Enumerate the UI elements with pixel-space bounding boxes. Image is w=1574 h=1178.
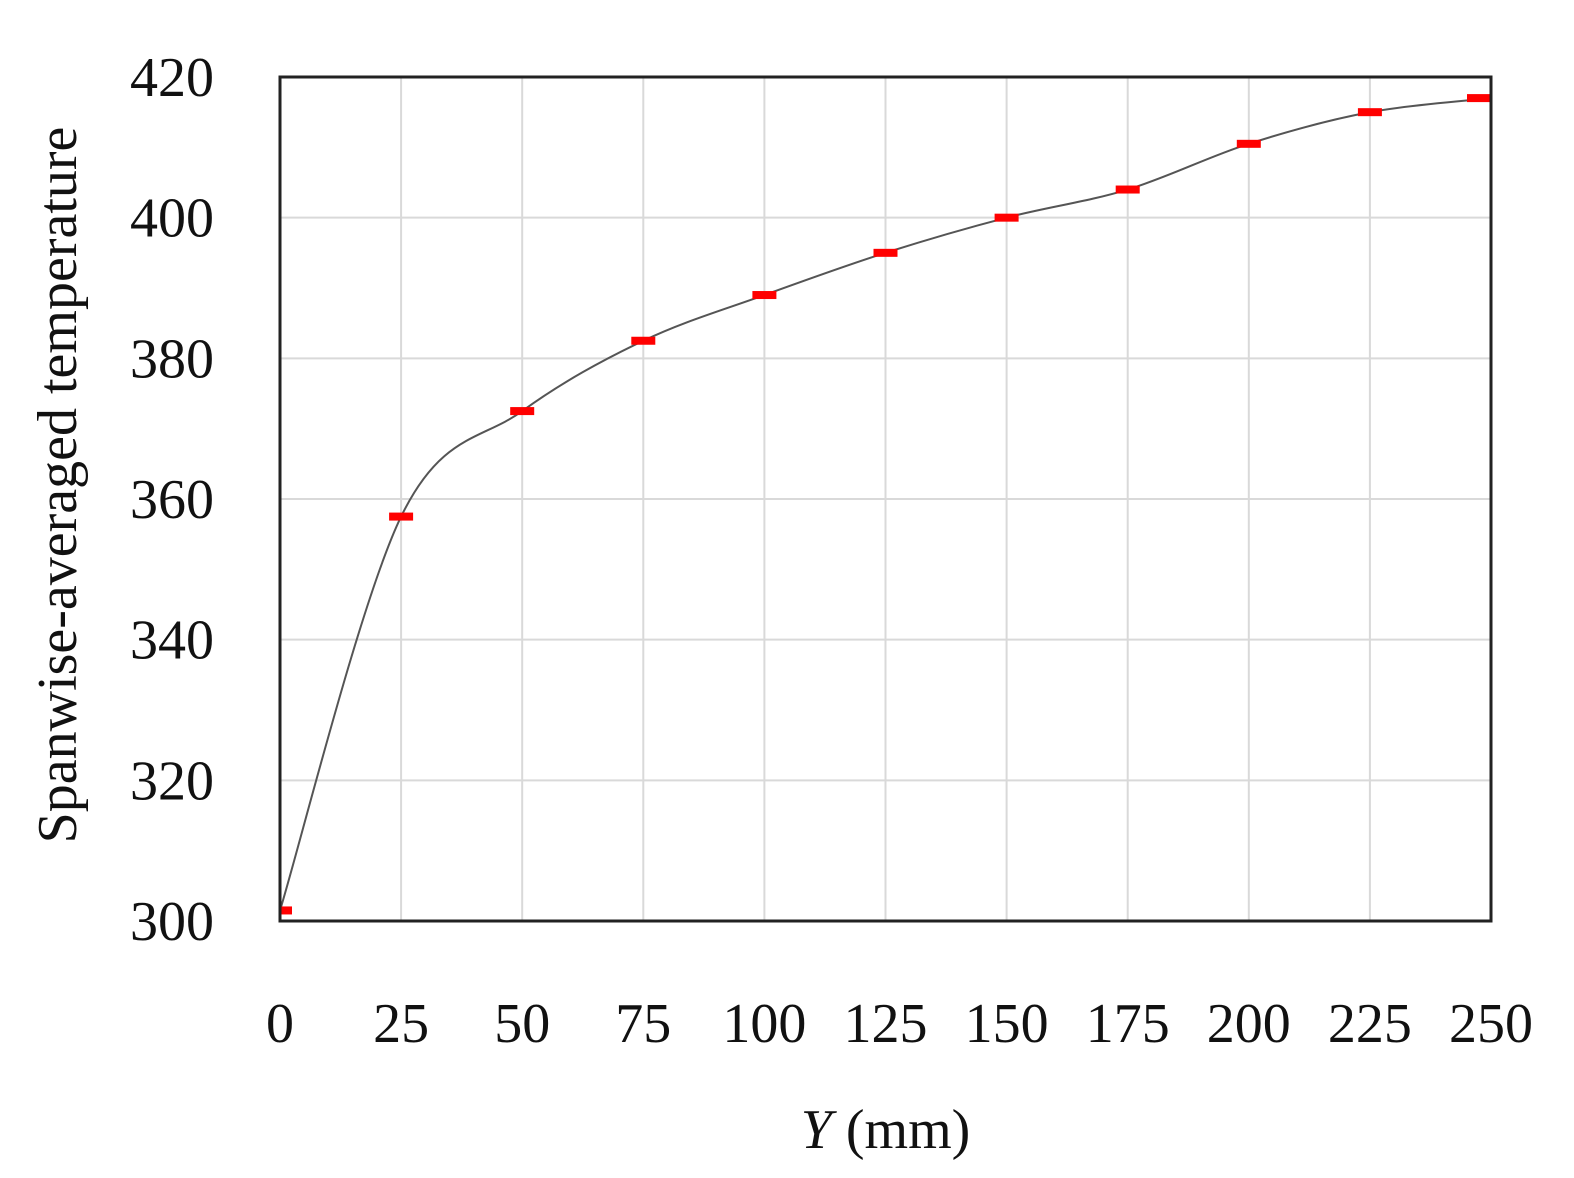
y-tick-label: 380 [130, 328, 214, 390]
y-tick-label: 420 [130, 47, 214, 109]
plot-frame [278, 75, 1493, 923]
x-tick-label: 250 [1449, 993, 1533, 1055]
y-tick-label: 320 [130, 750, 214, 812]
y-tick-label: 300 [130, 891, 214, 953]
data-point [510, 407, 535, 416]
data-point [752, 291, 777, 300]
x-tick-label: 175 [1086, 993, 1170, 1055]
y-axis-title: Spanwise-averaged temperature [27, 127, 89, 844]
data-point [631, 336, 656, 345]
x-tick-label: 150 [965, 993, 1049, 1055]
data-point [280, 906, 292, 915]
curve-layer [279, 97, 1492, 911]
data-point [389, 512, 414, 521]
data-point [1236, 139, 1261, 148]
y-tick-label: 340 [130, 610, 214, 672]
x-tick-label: 75 [615, 993, 671, 1055]
y-tick-labels: 300 320 340 360 380 400 420 [130, 47, 214, 953]
data-point [1115, 185, 1140, 194]
x-tick-labels: 0 25 50 75 100 125 150 175 200 225 250 [266, 993, 1533, 1055]
y-tick-label: 400 [130, 188, 214, 250]
x-axis-symbol: Y [801, 1099, 838, 1161]
x-tick-label: 0 [266, 993, 294, 1055]
x-axis-title: Y (mm) [801, 1099, 971, 1161]
x-tick-label: 50 [494, 993, 550, 1055]
data-point [873, 248, 898, 257]
x-tick-label: 125 [844, 993, 928, 1055]
data-point [1357, 108, 1382, 117]
x-tick-label: 200 [1207, 993, 1291, 1055]
data-point [994, 213, 1019, 222]
y-tick-label: 360 [130, 469, 214, 531]
x-tick-label: 100 [722, 993, 806, 1055]
x-axis-unit: (mm) [832, 1099, 970, 1161]
x-tick-label: 25 [373, 993, 429, 1055]
marker-layer [280, 94, 1491, 915]
grid [279, 76, 1492, 922]
series-line [279, 97, 1492, 911]
x-tick-label: 225 [1328, 993, 1412, 1055]
data-point [1467, 94, 1491, 103]
